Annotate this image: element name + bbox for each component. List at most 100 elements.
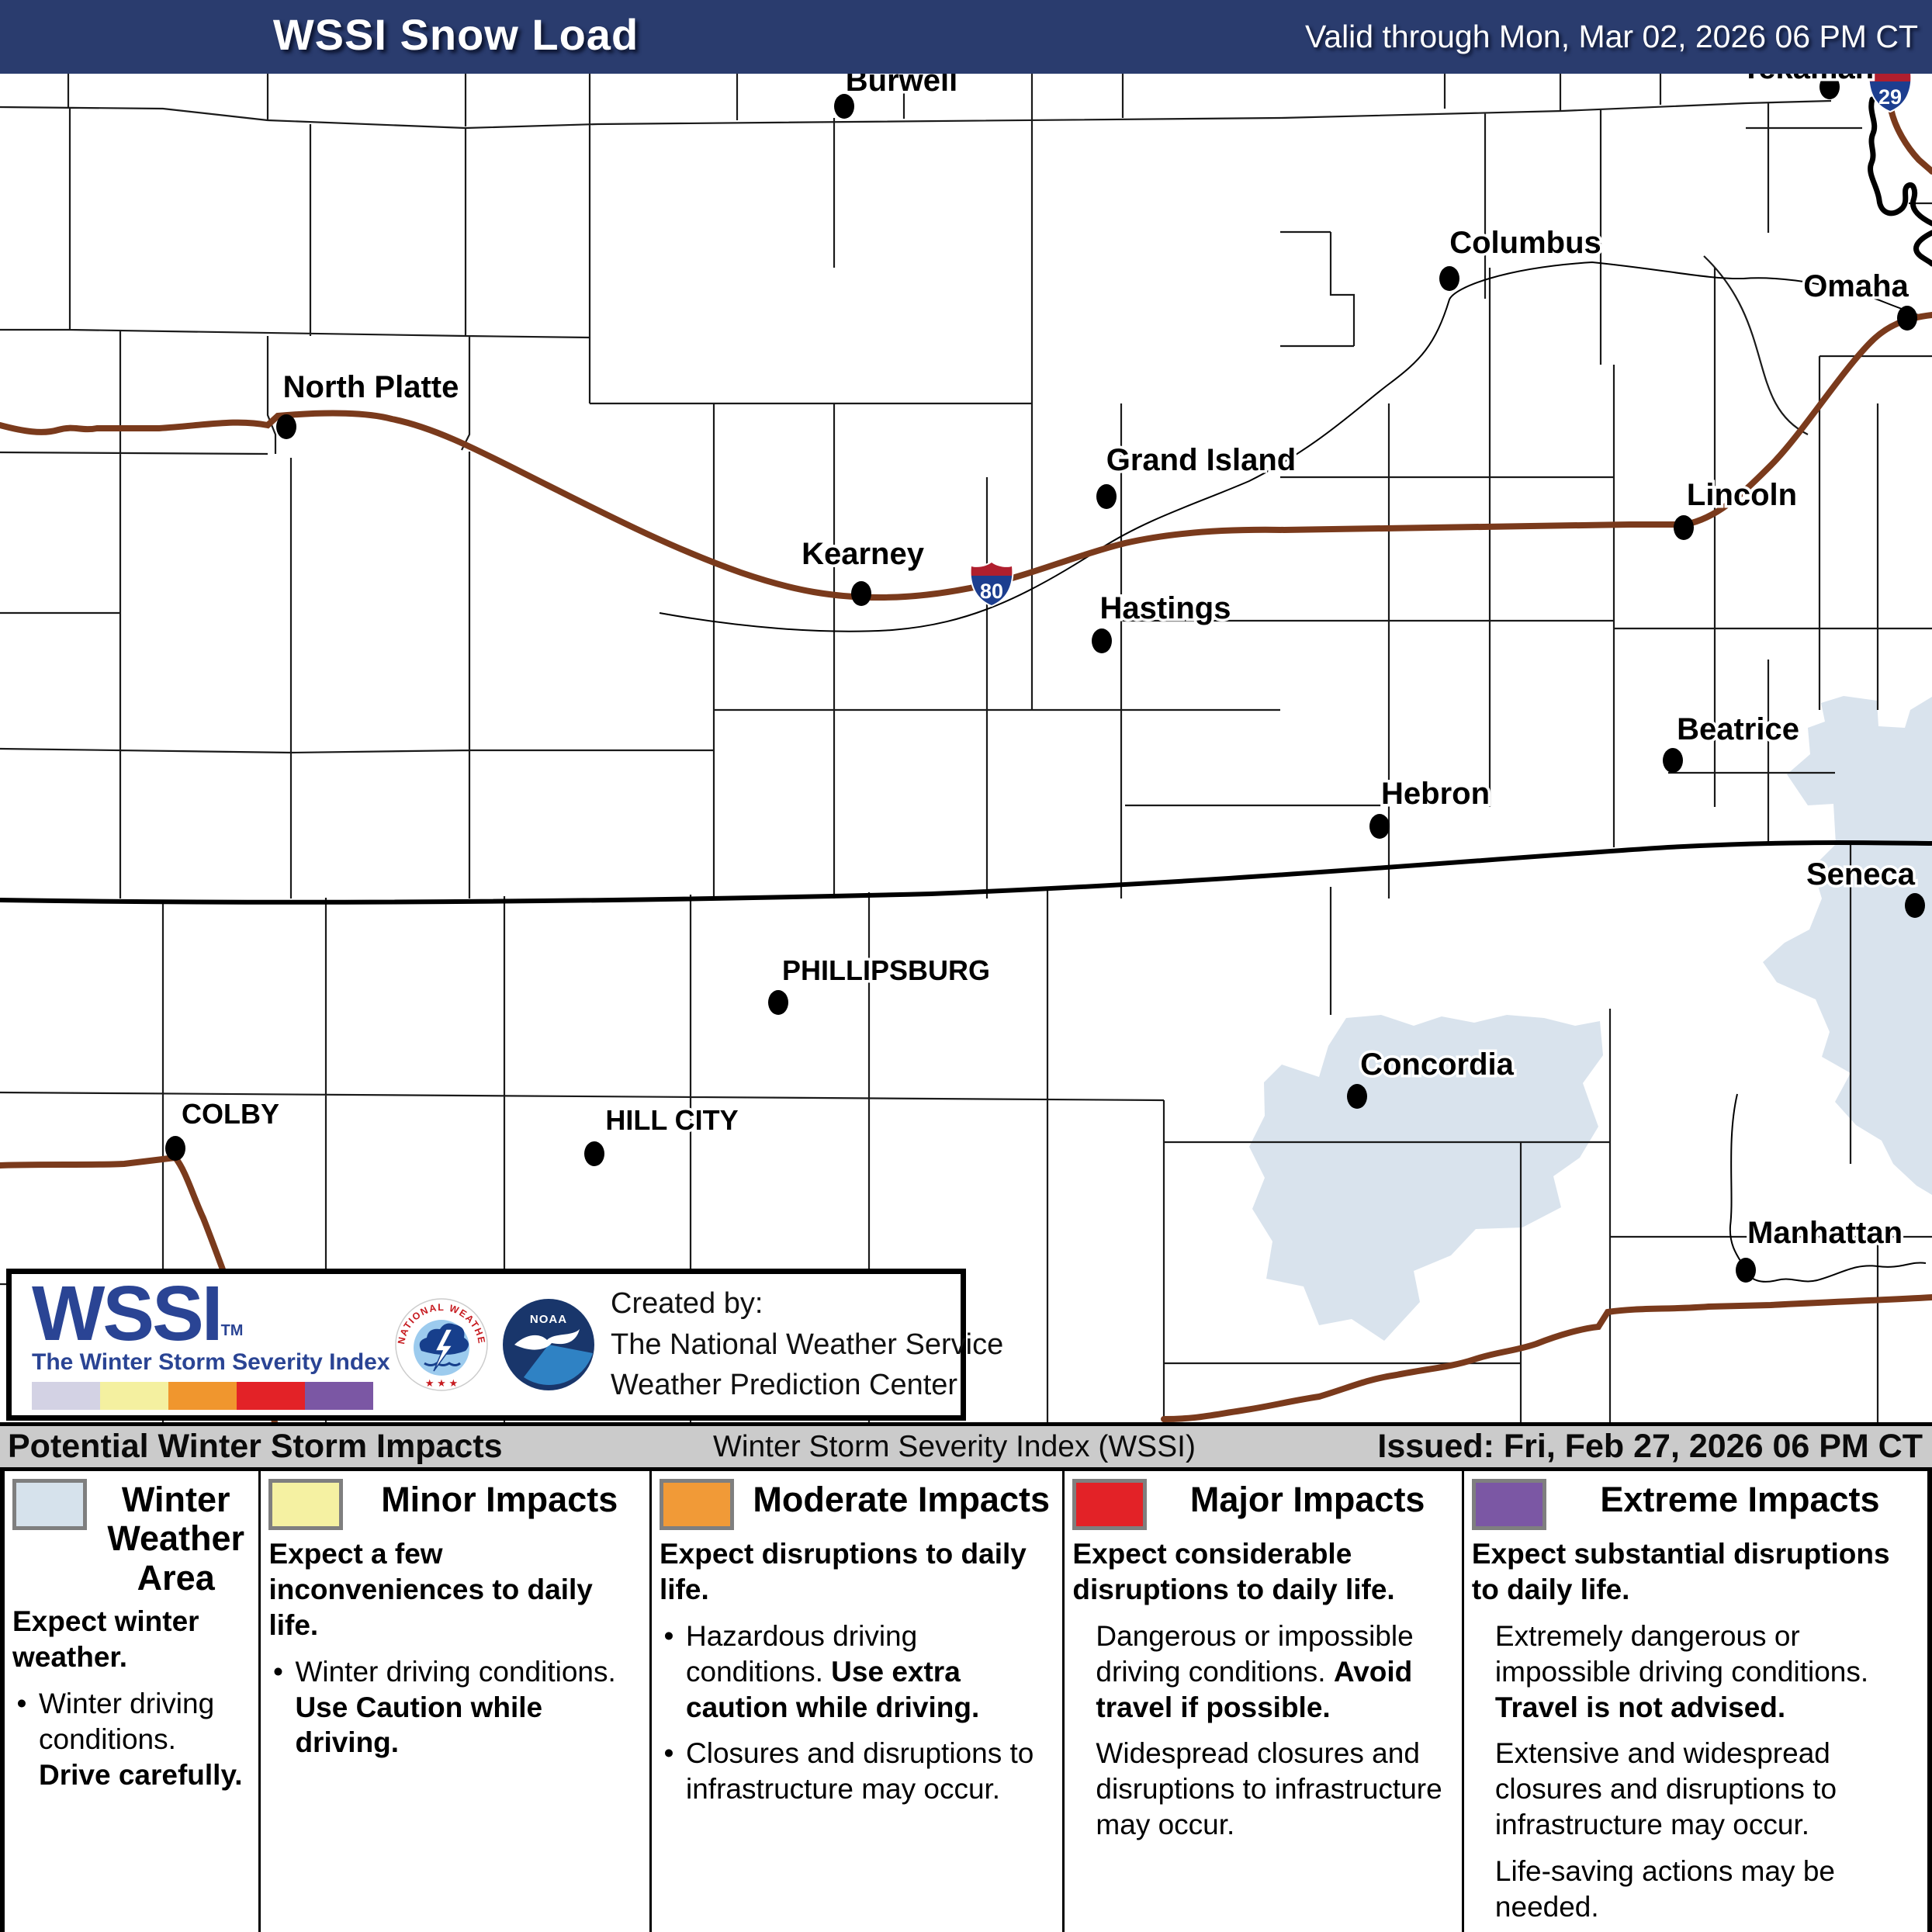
- interstate-80-road: [0, 312, 1932, 601]
- wssi-wordmark: WSSITM: [32, 1270, 244, 1357]
- city-dot: [834, 94, 854, 119]
- city-dot: [1819, 74, 1840, 99]
- platte-river: [659, 261, 1923, 632]
- created-by-text: Created by: The National Weather Service…: [611, 1287, 1004, 1402]
- wssi-strip-swatch: [32, 1382, 100, 1410]
- legend-title: Moderate Impacts: [753, 1480, 1051, 1519]
- city-label: Omaha: [1803, 269, 1909, 303]
- city-label: Lincoln: [1687, 478, 1797, 512]
- legend-title: Minor Impacts: [381, 1480, 618, 1519]
- legend-paragraph: • Closures and disruptions to infrastruct…: [660, 1736, 1056, 1807]
- page-title: WSSI Snow Load: [272, 10, 639, 59]
- interstate-80-shield: 80: [969, 560, 1014, 608]
- legend-swatch: [12, 1479, 87, 1530]
- legend-paragraph: Expect substantial disruptions to daily …: [1471, 1538, 1890, 1605]
- city-dot: [1092, 628, 1112, 653]
- map-container: 80 29 Burwell Tekamah Columbus Omaha North P…: [0, 74, 1932, 1422]
- city-dot: [1096, 484, 1117, 509]
- legend-paragraph: Dangerous or impossible driving conditio…: [1096, 1619, 1414, 1723]
- legend-swatch: [1471, 1479, 1546, 1530]
- bullet-icon: •: [16, 1687, 27, 1719]
- city-dot: [1347, 1084, 1367, 1109]
- trademark-symbol: TM: [220, 1322, 244, 1339]
- big-blue-river: [1729, 1093, 1927, 1283]
- city-dot: [1663, 748, 1683, 773]
- impacts-title-bar: Potential Winter Storm Impacts Winter St…: [0, 1422, 1932, 1471]
- bullet-icon: •: [663, 1619, 674, 1652]
- city-label: HILL CITY: [605, 1104, 738, 1136]
- legend-col-moderate: Moderate Impacts Expect disruptions to da…: [652, 1471, 1065, 1932]
- city-label: COLBY: [182, 1098, 279, 1130]
- impacts-title: Potential Winter Storm Impacts: [8, 1428, 503, 1465]
- wssi-strip-swatch: [305, 1382, 373, 1410]
- legend-col-minor: Minor Impacts Expect a few inconveniences…: [261, 1471, 652, 1932]
- city-label: North Platte: [283, 370, 459, 404]
- city-label: Manhattan: [1747, 1216, 1903, 1250]
- valid-through-text: Valid through Mon, Mar 02, 2026 06 PM CT: [1304, 19, 1918, 54]
- city-dot: [1369, 814, 1390, 839]
- wssi-strip-swatch: [100, 1382, 168, 1410]
- bullet-icon: •: [663, 1737, 674, 1770]
- city-dot: [1674, 515, 1694, 540]
- interstate-29-road: [1888, 106, 1932, 175]
- legend-paragraph: Life-saving actions may be needed.: [1494, 1855, 1835, 1923]
- impacts-legend: Winter Weather Area Expect winter weather…: [0, 1471, 1932, 1932]
- city-label: PHILLIPSBURG: [782, 954, 990, 986]
- nws-logo-icon: NATIONAL WEATHER SERVICE ★ ★ ★: [393, 1297, 488, 1391]
- legend-paragraph: Extensive and widespread closures and di…: [1494, 1737, 1837, 1841]
- county-boundaries: [0, 74, 1932, 1422]
- interstate-29-shield: 29: [1868, 74, 1913, 113]
- missouri-river: [1868, 96, 1932, 267]
- wssi-strip-swatch: [237, 1382, 305, 1410]
- legend-col-extreme: Extreme Impacts Expect substantial disrup…: [1464, 1471, 1927, 1932]
- legend-col-winter-weather: Winter Weather Area Expect winter weather…: [5, 1471, 261, 1932]
- city-dot: [1905, 893, 1925, 918]
- city-dot: [276, 414, 296, 439]
- legend-title: Extreme Impacts: [1600, 1480, 1880, 1519]
- city-label: Beatrice: [1677, 712, 1799, 746]
- city-label: Grand Island: [1106, 443, 1297, 477]
- legend-paragraph: Expect considerable disruptions to daily…: [1072, 1538, 1395, 1605]
- city-label: Hastings: [1100, 591, 1231, 625]
- weather-map[interactable]: 80 29 Burwell Tekamah Columbus Omaha North P…: [0, 74, 1932, 1422]
- city-dot: [851, 581, 871, 606]
- wssi-color-strip: [32, 1382, 379, 1410]
- city-label: Concordia: [1360, 1047, 1515, 1082]
- legend-paragraph: • Winter driving conditions. Drive carefu…: [12, 1686, 252, 1793]
- legend-paragraph: Extremely dangerous or impossible drivin…: [1494, 1619, 1869, 1723]
- city-label: Hebron: [1381, 777, 1490, 811]
- legend-paragraph: Expect disruptions to daily life.: [660, 1538, 1027, 1605]
- header-bar: WSSI Snow Load Valid through Mon, Mar 02…: [0, 0, 1932, 74]
- wssi-tagline: The Winter Storm Severity Index: [32, 1349, 390, 1375]
- legend-title: Winter Weather Area: [107, 1480, 245, 1598]
- legend-paragraph: Expect a few inconveniences to daily lif…: [268, 1538, 593, 1641]
- winter-weather-area-concordia: [1249, 1015, 1603, 1341]
- legend-swatch: [1072, 1479, 1148, 1530]
- city-dot: [584, 1141, 604, 1166]
- legend-paragraph: Widespread closures and disruptions to i…: [1096, 1737, 1442, 1841]
- legend-swatch: [660, 1479, 734, 1530]
- noaa-logo-icon: NOAA: [503, 1299, 594, 1390]
- city-label: Columbus: [1449, 226, 1601, 260]
- city-dot: [1736, 1258, 1756, 1283]
- city-dot: [165, 1136, 185, 1161]
- city-layer: Burwell Tekamah Columbus Omaha North Platte G…: [165, 74, 1925, 1283]
- kansas-east-road: [1161, 1294, 1932, 1422]
- wssi-strip-swatch: [168, 1382, 237, 1410]
- city-label: Kearney: [802, 537, 925, 571]
- wssi-logo: WSSITM The Winter Storm Severity Index: [32, 1270, 390, 1410]
- bullet-icon: •: [272, 1655, 283, 1688]
- svg-text:29: 29: [1878, 85, 1902, 109]
- svg-text:80: 80: [980, 580, 1003, 603]
- city-label: Seneca: [1806, 857, 1916, 892]
- legend-col-major: Major Impacts Expect considerable disrupt…: [1065, 1471, 1464, 1932]
- legend-paragraph: • Winter driving conditions. Use Caution …: [268, 1654, 643, 1761]
- city-dot: [768, 990, 788, 1015]
- legend-paragraph: Expect winter weather.: [12, 1605, 199, 1674]
- svg-text:★ ★ ★: ★ ★ ★: [425, 1377, 458, 1389]
- legend-title: Major Impacts: [1189, 1480, 1425, 1519]
- legend-paragraph: • Hazardous driving conditions. Use extra…: [660, 1619, 1056, 1726]
- city-label: Burwell: [846, 74, 957, 98]
- wssi-index-label: Winter Storm Severity Index (WSSI): [713, 1430, 1196, 1463]
